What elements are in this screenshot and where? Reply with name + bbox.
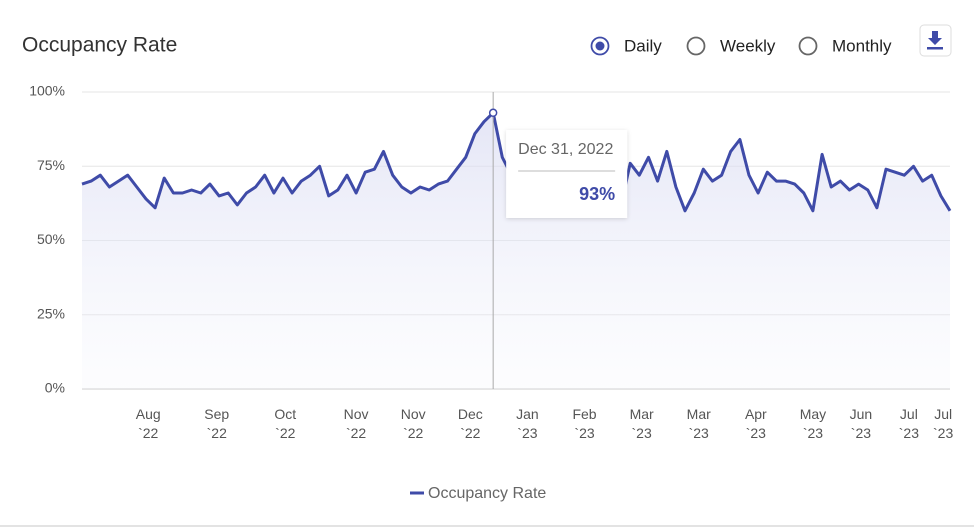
x-tick-label: Apr `23	[745, 406, 767, 441]
tooltip-point	[488, 108, 498, 118]
x-tick-label: Nov `22	[344, 406, 369, 441]
x-tick-label: Jan `23	[516, 406, 539, 441]
radio-label[interactable]: Monthly	[832, 36, 892, 55]
legend-label[interactable]: Occupancy Rate	[428, 485, 546, 502]
tooltip-box	[506, 130, 628, 218]
x-tick-label: Feb `23	[572, 406, 596, 441]
x-tick-label: Jul `23	[899, 406, 919, 441]
tooltip-date: Dec 31, 2022	[518, 141, 613, 158]
x-tick-label: Aug `22	[136, 406, 161, 441]
y-tick-label: 50%	[37, 231, 65, 247]
x-tick-label: Nov `22	[401, 406, 426, 441]
radio-label[interactable]: Weekly	[720, 36, 776, 55]
y-tick-label: 0%	[45, 380, 65, 396]
tooltip: Dec 31, 2022 93%	[506, 130, 628, 218]
x-tick-label: Jul `23	[933, 406, 953, 441]
x-tick-label: Mar `23	[630, 406, 654, 441]
radio[interactable]	[686, 36, 706, 56]
y-tick-label: 100%	[29, 83, 65, 99]
chart-title: Occupancy Rate	[22, 34, 177, 57]
x-tick-label: Dec `22	[458, 406, 483, 441]
download-icon-base	[927, 47, 943, 50]
radio[interactable]	[798, 36, 818, 56]
y-tick-label: 25%	[37, 305, 65, 321]
download-button[interactable]	[919, 24, 952, 57]
radio-dot[interactable]	[595, 41, 605, 51]
y-tick-label: 75%	[37, 157, 65, 173]
area	[82, 112, 950, 390]
x-tick-label: Jun `23	[850, 406, 873, 441]
x-tick-label: Sep `22	[204, 406, 229, 441]
download-icon	[928, 31, 942, 45]
period-controls: Daily Weekly Monthly	[590, 36, 892, 56]
x-tick-label: Mar `23	[687, 406, 711, 441]
x-tick-label: May `23	[800, 406, 826, 441]
x-tick-label: Oct `22	[274, 406, 296, 441]
tooltip-value: 93%	[579, 184, 615, 204]
radio-label[interactable]: Daily	[624, 36, 662, 55]
